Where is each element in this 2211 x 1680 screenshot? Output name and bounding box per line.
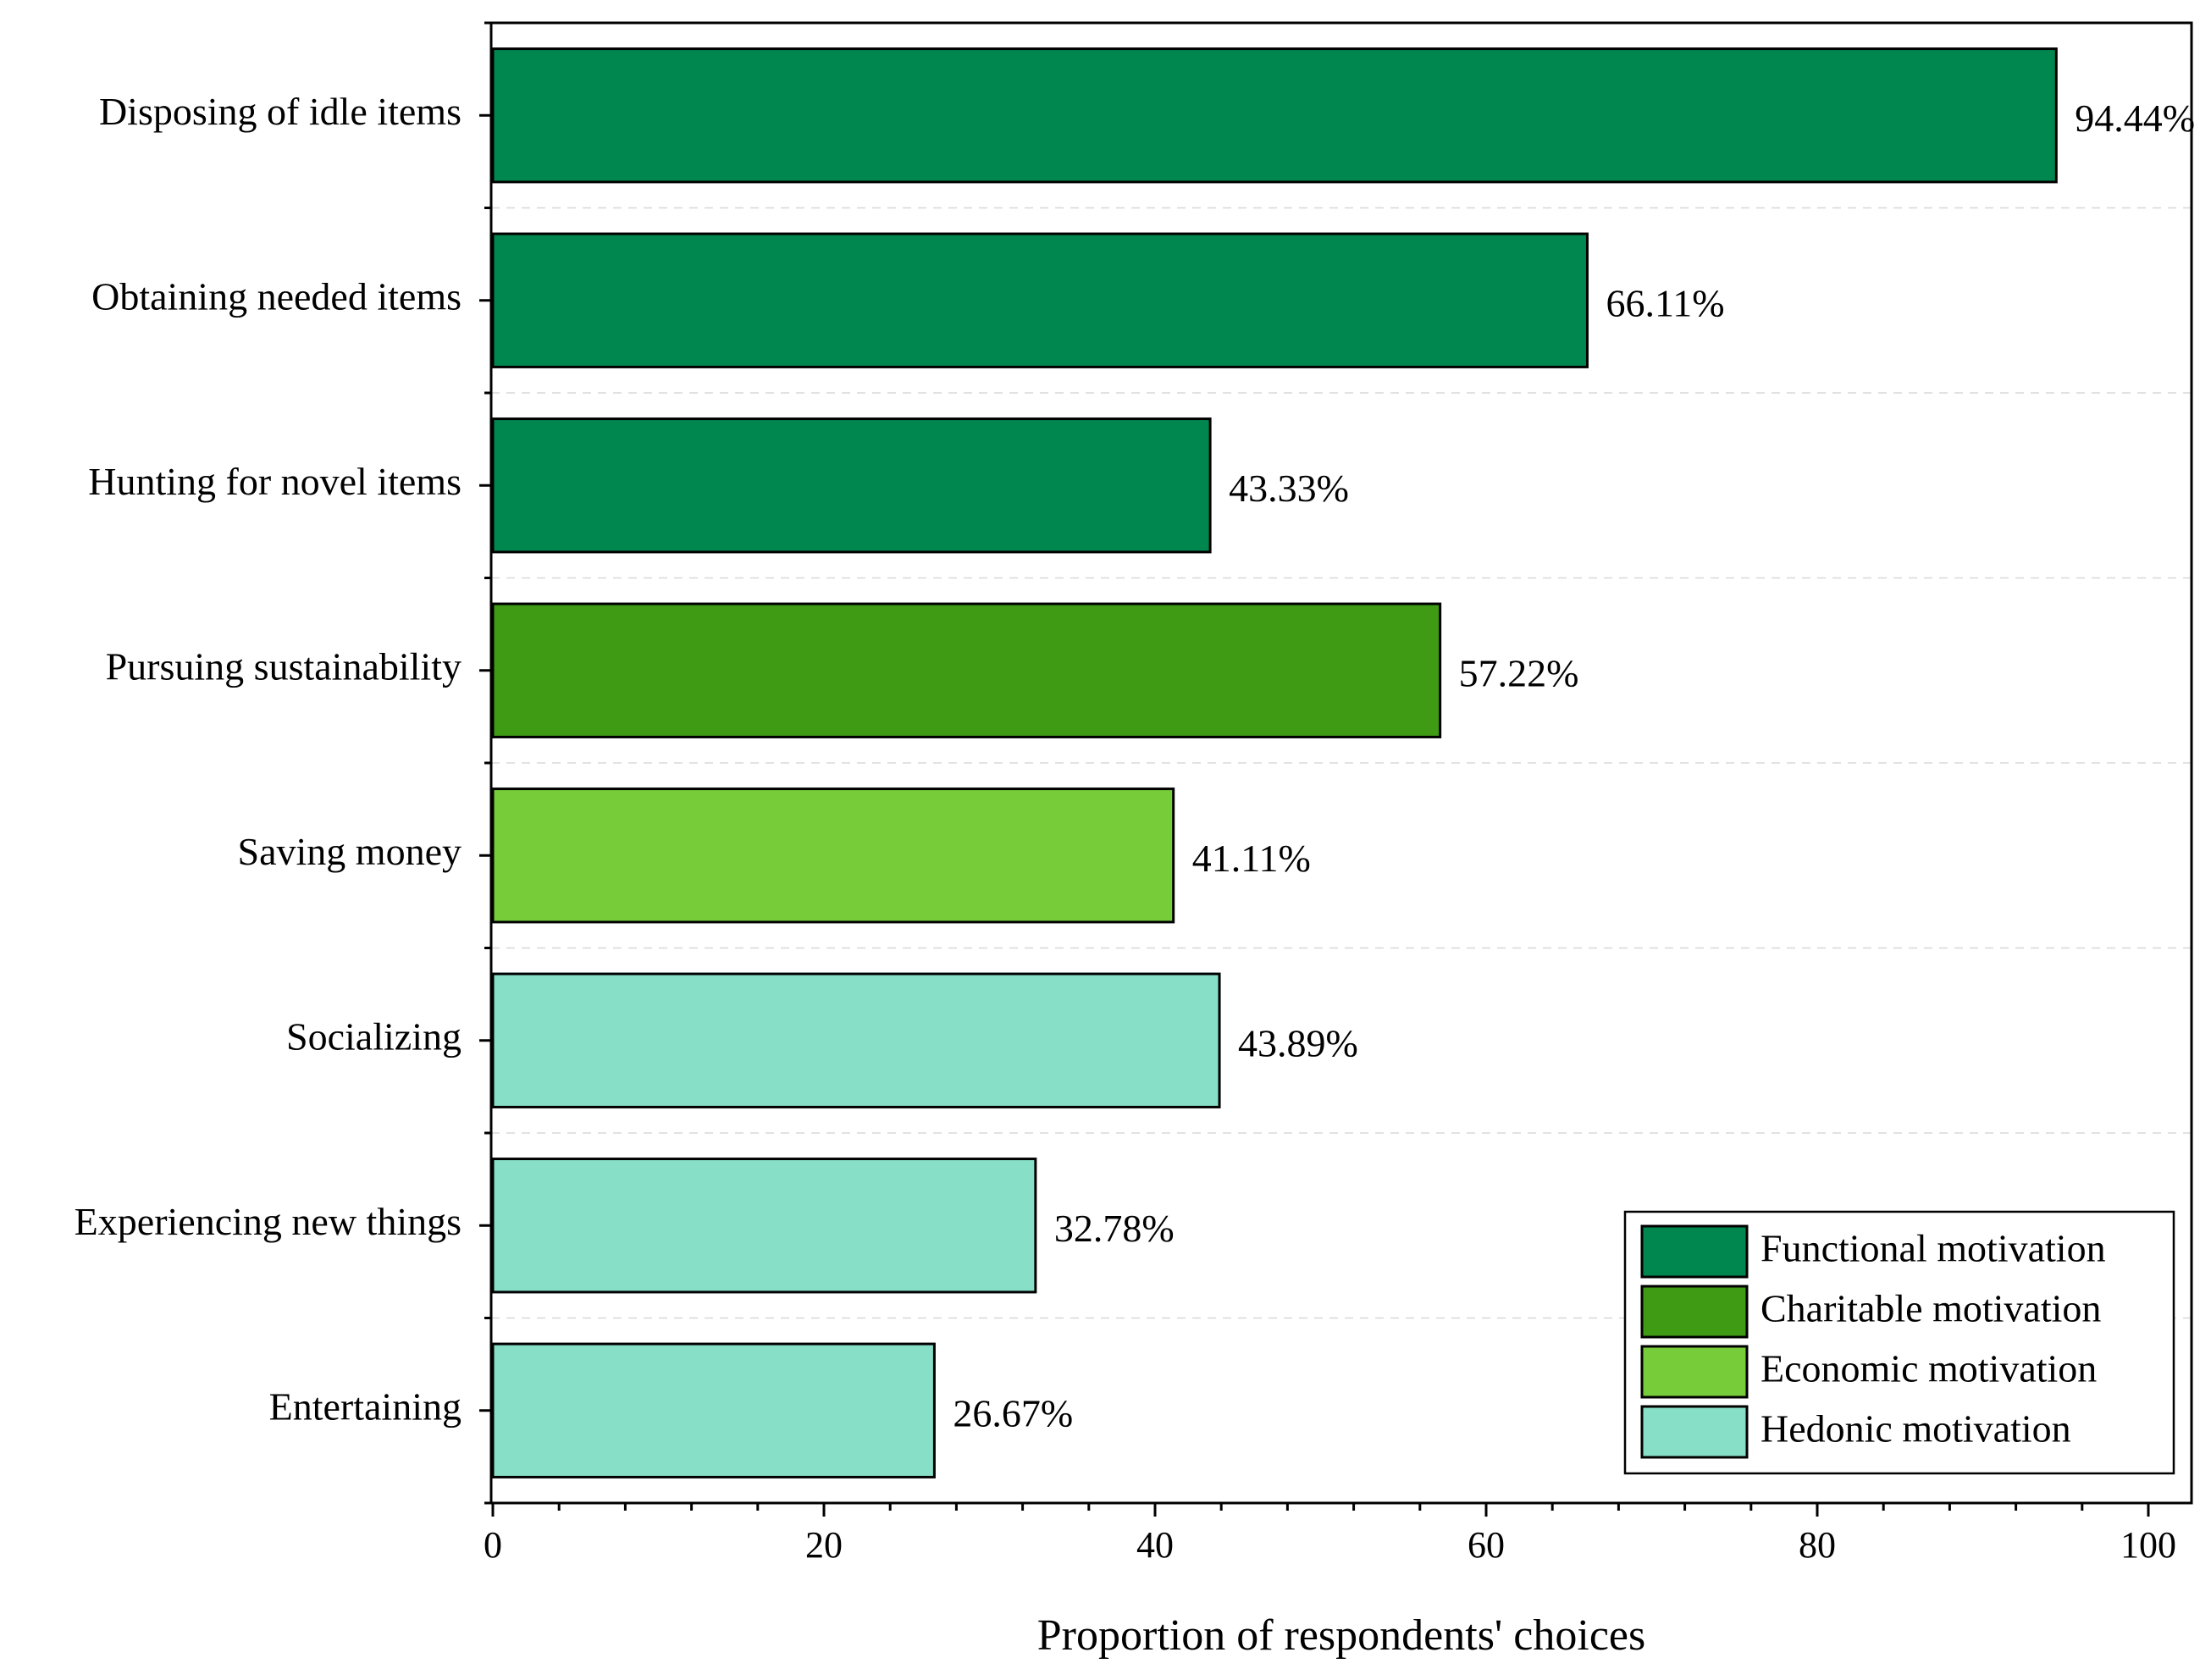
bar bbox=[491, 47, 2058, 184]
legend-swatch bbox=[1640, 1285, 1749, 1339]
bar bbox=[491, 1342, 936, 1478]
value-label: 32.78% bbox=[1054, 1207, 1175, 1250]
category-label: Entertaining bbox=[269, 1384, 462, 1428]
category-label: Saving money bbox=[238, 830, 462, 873]
legend-label: Functional motivation bbox=[1761, 1227, 2106, 1270]
legend-swatch bbox=[1640, 1345, 1749, 1399]
x-tick-label: 60 bbox=[1468, 1524, 1505, 1566]
x-tick-label: 20 bbox=[805, 1524, 843, 1566]
value-label: 43.33% bbox=[1229, 467, 1349, 510]
legend-label: Economic motivation bbox=[1761, 1347, 2097, 1390]
bar bbox=[491, 972, 1221, 1108]
bar bbox=[491, 602, 1442, 738]
category-label: Pursuing sustainability bbox=[106, 644, 462, 688]
legend-label: Hedonic motivation bbox=[1761, 1407, 2071, 1451]
bar bbox=[491, 417, 1212, 554]
x-tick-label: 100 bbox=[2120, 1524, 2176, 1566]
bar bbox=[491, 1158, 1037, 1294]
value-label: 94.44% bbox=[2075, 97, 2195, 140]
x-tick-label: 0 bbox=[484, 1524, 502, 1566]
value-label: 43.89% bbox=[1238, 1021, 1358, 1064]
category-label: Obtaining needed items bbox=[91, 274, 462, 318]
value-label: 57.22% bbox=[1459, 651, 1579, 694]
x-tick-label: 80 bbox=[1799, 1524, 1836, 1566]
labels: Disposing of idle items 94.44% Obtaining n… bbox=[75, 90, 2195, 1566]
ticks bbox=[479, 21, 2150, 1517]
bars bbox=[491, 47, 2058, 1478]
legend-label: Charitable motivation bbox=[1761, 1287, 2101, 1330]
bar bbox=[491, 788, 1175, 924]
legend-swatch bbox=[1640, 1224, 1749, 1279]
x-axis-title: Proportion of respondents' choices bbox=[1037, 1611, 1645, 1660]
bar bbox=[491, 232, 1589, 368]
grid-lines bbox=[491, 207, 2192, 1319]
value-label: 26.67% bbox=[953, 1391, 1073, 1434]
legend-swatch bbox=[1640, 1405, 1749, 1459]
category-label: Disposing of idle items bbox=[99, 90, 462, 133]
value-label: 66.11% bbox=[1606, 281, 1724, 324]
category-label: Hunting for novel items bbox=[88, 460, 462, 503]
value-label: 41.11% bbox=[1192, 837, 1311, 880]
category-label: Socializing bbox=[286, 1014, 462, 1058]
legend: Functional motivation Charitable motivati… bbox=[1623, 1210, 2175, 1475]
category-label: Experiencing new things bbox=[75, 1200, 462, 1243]
x-tick-label: 40 bbox=[1136, 1524, 1174, 1566]
